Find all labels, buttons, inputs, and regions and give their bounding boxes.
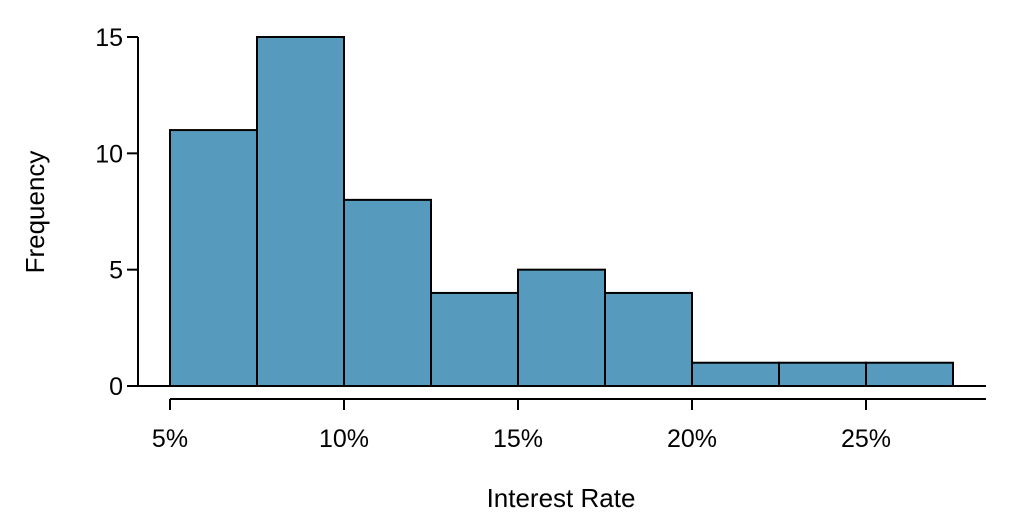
y-tick-label: 5: [109, 257, 123, 285]
y-tick-label: 10: [95, 140, 123, 168]
histogram-bar: [604, 291, 693, 388]
histogram-bar: [169, 129, 258, 387]
x-tick-label: 20%: [667, 425, 717, 453]
x-tick-label: 15%: [493, 425, 543, 453]
x-tick-label: 10%: [319, 425, 369, 453]
axes-layer: 0 5 10 15 5% 10% 15% 20% 25%: [95, 24, 986, 453]
y-tick-label: 15: [95, 24, 123, 52]
histogram-bar: [256, 36, 345, 387]
bars-layer: [169, 36, 954, 388]
x-tick-label: 25%: [841, 425, 891, 453]
histogram-bar: [343, 198, 432, 387]
x-axis-title: Interest Rate: [487, 483, 636, 513]
x-tick-label: 5%: [152, 425, 188, 453]
histogram-bar: [517, 268, 606, 388]
histogram-bar: [691, 361, 780, 388]
y-tick-label: 0: [109, 373, 123, 401]
y-axis-title: Frequency: [20, 151, 50, 274]
histogram-bar: [865, 361, 954, 388]
histogram-bar: [778, 361, 867, 388]
histogram-bar: [430, 291, 519, 388]
